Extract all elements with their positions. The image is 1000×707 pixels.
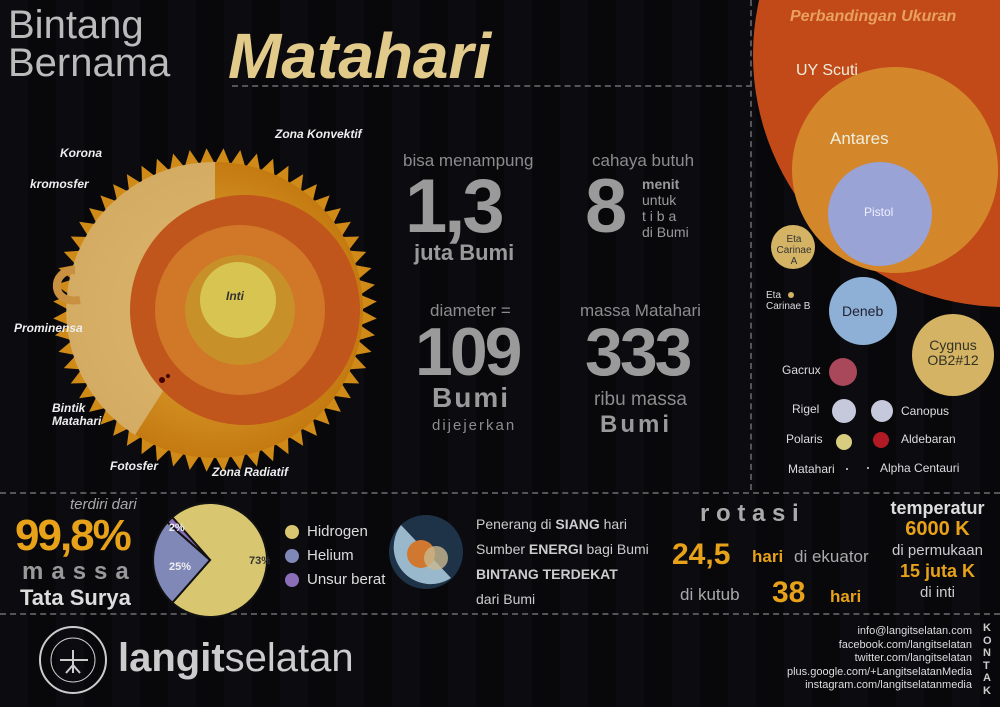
matahari-dot <box>846 468 848 470</box>
composition-mid: massa <box>22 558 137 585</box>
equator-label: di ekuator <box>794 547 869 566</box>
legend-item: Hidrogen <box>285 520 385 544</box>
composition-top: terdiri dari <box>70 496 137 513</box>
pie-label: 2% <box>169 522 185 534</box>
light-unit: menit untuk t i b a di Bumi <box>642 176 689 240</box>
legend-swatch <box>285 525 299 540</box>
label-gacrux: Gacrux <box>782 363 821 377</box>
diameter-label: diameter = <box>430 301 511 320</box>
capacity-label: bisa menampung <box>403 151 534 170</box>
label-canopus: Canopus <box>901 404 950 418</box>
composition-bottom: Tata Surya <box>20 585 131 610</box>
pole-value: 38 <box>772 576 806 609</box>
rotation-title: r o t a s i <box>700 500 799 527</box>
divider <box>232 85 752 87</box>
mass-unit: ribu massa <box>594 389 687 410</box>
capacity-value: 1,3 <box>405 164 505 249</box>
legend-swatch <box>285 549 299 564</box>
pie-label: 25% <box>169 561 191 573</box>
divider <box>750 0 752 490</box>
contact-twitter[interactable]: twitter.com/langitselatan <box>854 652 972 664</box>
equator-unit: hari <box>752 547 784 566</box>
polaris-circle <box>836 434 852 450</box>
aldebaran-circle <box>873 432 889 448</box>
langitselatan-logo <box>39 626 107 694</box>
label-korona: Korona <box>60 146 102 160</box>
label-zona-konvektif: Zona Konvektif <box>275 127 362 141</box>
brand-name: langitselatan <box>118 636 354 680</box>
canopus-circle <box>871 400 893 422</box>
label-antares: Antares <box>830 129 889 148</box>
diameter-note: dijejerkan <box>432 417 517 434</box>
gacrux-circle <box>829 358 857 386</box>
light-value: 8 <box>585 164 627 249</box>
rigel-circle <box>832 399 856 423</box>
mass-label: massa Matahari <box>580 301 701 320</box>
label-alpha-centauri: Alpha Centauri <box>880 461 960 475</box>
contact-title: KONTAK <box>983 622 992 697</box>
label-pistol: Pistol <box>864 205 894 219</box>
pie-label: 73% <box>249 555 270 567</box>
label-kromosfer: kromosfer <box>30 177 89 191</box>
pie-legend: Hidrogen Helium Unsur berat <box>285 520 385 592</box>
light-label: cahaya butuh <box>592 151 695 170</box>
day-night-icon <box>389 515 463 589</box>
label-zona-radiatif: Zona Radiatif <box>212 465 289 479</box>
equator-value: 24,5 <box>672 538 731 571</box>
label-polaris: Polaris <box>786 432 823 446</box>
divider <box>0 492 1000 494</box>
diameter-unit: Bumi <box>432 382 510 413</box>
pie-slice-unsur-berat <box>165 515 211 561</box>
pole-label: di kutub <box>680 585 740 604</box>
mass-unit-2: Bumi <box>600 411 672 438</box>
sun-diagram <box>52 148 377 472</box>
label-fotosfer: Fotosfer <box>110 459 158 473</box>
label-eta-carinae-b: Eta Carinae B <box>766 290 811 312</box>
label-uy-scuti: UY Scuti <box>796 62 858 79</box>
label-matahari: Matahari <box>788 462 835 476</box>
contact-google[interactable]: plus.google.com/+LangitselatanMedia <box>787 665 972 678</box>
page-title: Matahari <box>228 20 492 92</box>
pole-unit: hari <box>830 587 862 606</box>
deneb-circle <box>829 277 897 345</box>
pie-slice-hidrogen <box>170 502 268 618</box>
label-cygnus: Cygnus OB2#12 <box>927 337 979 369</box>
cygnus-circle <box>912 314 994 396</box>
composition-pie-chart: 73% 25% 2% <box>152 502 270 618</box>
contact-instagram[interactable]: instagram.com/langitselatanmedia <box>805 679 972 691</box>
eta-carinae-b-circle <box>788 292 794 298</box>
eta-carinae-a-circle <box>771 225 815 269</box>
capacity-unit: juta Bumi <box>414 240 515 265</box>
temperature-block: temperatur 6000 K di permukaan 15 juta K… <box>890 498 985 601</box>
label-aldebaran: Aldebaran <box>901 432 956 446</box>
legend-swatch <box>285 573 299 588</box>
roles-text: Penerang di SIANG hari Sumber ENERGI bag… <box>476 516 649 607</box>
diameter-value: 109 <box>415 314 522 390</box>
label-eta-carinae-a: Eta Carinae A <box>776 234 812 267</box>
alpha-centauri-dot <box>867 467 869 469</box>
label-bintik: Bintik Matahari <box>52 401 102 429</box>
composition-value: 99,8% <box>15 511 132 560</box>
legend-item: Unsur berat <box>285 568 385 592</box>
label-rigel: Rigel <box>792 402 820 416</box>
pie-slice-helium <box>152 520 212 605</box>
comparison-title: Perbandingan Ukuran <box>790 8 957 25</box>
pistol-circle <box>828 162 932 266</box>
mass-value: 333 <box>585 314 692 390</box>
divider <box>0 613 1000 615</box>
label-deneb: Deneb <box>842 303 884 319</box>
title-small: Bintang Bernama <box>8 3 171 85</box>
legend-item: Helium <box>285 544 385 568</box>
label-inti: Inti <box>226 289 244 303</box>
contact-list: info@langitselatan.com facebook.com/lang… <box>787 625 972 693</box>
contact-email[interactable]: info@langitselatan.com <box>857 625 972 637</box>
contact-facebook[interactable]: facebook.com/langitselatan <box>838 638 972 651</box>
label-prominensa: Prominensa <box>14 321 83 335</box>
